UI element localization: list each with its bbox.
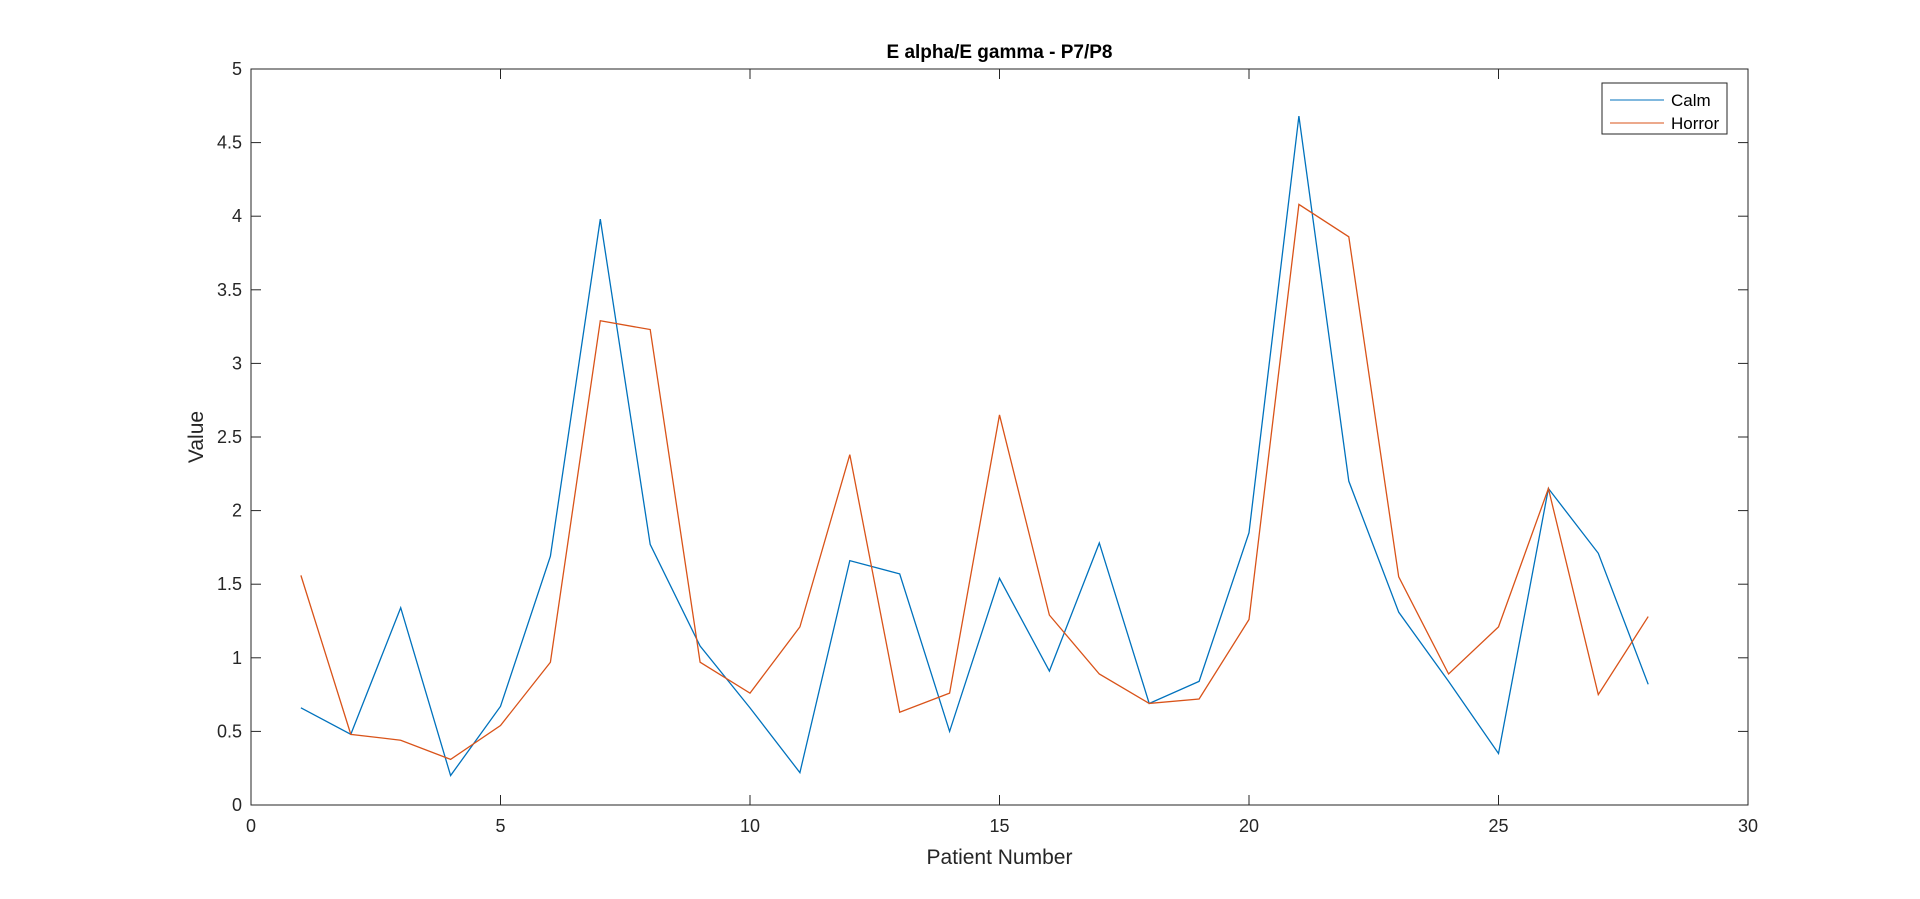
y-tick-label: 5 [232,59,242,79]
x-tick-label: 30 [1738,816,1758,836]
series-line-horror [300,203,1649,761]
y-tick-label: 3.5 [217,280,242,300]
y-tick-label: 3 [232,353,242,373]
y-tick-label: 4 [232,206,242,226]
x-tick-label: 20 [1239,816,1259,836]
plot-area [250,68,1749,806]
y-tick-label: 1.5 [217,574,242,594]
x-tick-label: 10 [740,816,760,836]
x-tick-label: 5 [495,816,505,836]
x-tick-label: 15 [989,816,1009,836]
series-line-calm [300,116,1649,778]
x-axis-title: Patient Number [927,846,1073,869]
y-tick-label: 1 [232,648,242,668]
legend-box [1601,82,1728,135]
x-tick-label: 25 [1488,816,1508,836]
legend-label-calm: Calm [1671,91,1711,110]
series-layer [300,116,1649,778]
chart-title: E alpha/E gamma - P7/P8 [887,42,1113,63]
x-axis-ticks: 0 5 10 15 20 25 30 [246,69,1758,836]
y-tick-label: 2 [232,501,242,521]
y-tick-label: 2.5 [217,427,242,447]
y-axis-title: Value [185,411,208,463]
y-tick-label: 0.5 [217,721,242,741]
y-tick-label: 0 [232,795,242,815]
x-tick-label: 0 [246,816,256,836]
legend-label-horror: Horror [1671,114,1720,133]
y-axis-ticks: 0 0.5 1 1.5 2 2.5 3 3.5 4 4.5 5 [217,59,1748,815]
y-tick-label: 4.5 [217,133,242,153]
legend: Calm Horror [1601,82,1728,135]
